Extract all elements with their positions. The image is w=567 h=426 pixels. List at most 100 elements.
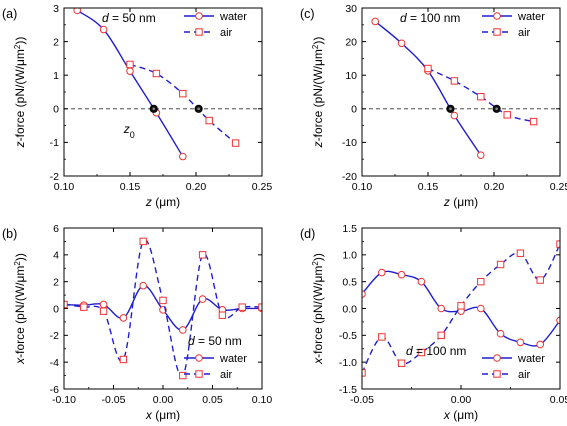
data-point-air <box>536 276 544 284</box>
data-point-water <box>139 281 147 290</box>
x-tick-label: 0.10 <box>54 181 75 193</box>
series-line-air <box>129 63 237 144</box>
data-point-air <box>99 307 108 315</box>
equilibrium-point-core <box>449 107 452 111</box>
y-tick-label: 2 <box>53 36 59 48</box>
legend-marker-water <box>195 12 203 20</box>
y-tick-label: -20 <box>342 171 357 183</box>
y-tick-label: 0 <box>53 104 59 116</box>
x-tick-label: 0.10 <box>352 181 373 193</box>
data-point-air <box>152 69 161 78</box>
plot-frame <box>361 7 561 177</box>
data-point-water <box>378 268 386 277</box>
data-point-air <box>397 359 406 367</box>
data-point-air <box>126 60 134 69</box>
x-tick-label: 0.20 <box>484 181 505 193</box>
data-point-air <box>80 303 88 311</box>
series-water <box>73 8 187 161</box>
legend: water air <box>184 353 247 381</box>
x-axis-label: z (μm) <box>443 195 478 209</box>
y-tick-label: 0 <box>351 104 357 116</box>
legend-label-water: water <box>219 11 247 23</box>
annotation-separation: d = 50 nm <box>102 11 156 25</box>
y-tick-label: 30 <box>345 3 357 15</box>
data-point-water <box>179 326 187 334</box>
legend: water air <box>482 353 545 381</box>
data-point-air <box>450 77 459 85</box>
data-point-air <box>496 260 505 269</box>
data-point-air <box>64 300 68 309</box>
series-air <box>126 60 240 147</box>
x-tick-label: 0.15 <box>418 181 439 193</box>
z0-label: z0 <box>123 122 135 140</box>
y-tick-label: -4 <box>50 357 59 369</box>
series-water <box>64 281 262 334</box>
data-point-air <box>457 302 465 310</box>
data-point-water <box>496 329 505 338</box>
data-point-air <box>231 139 240 147</box>
y-tick-label: 6 <box>53 223 59 235</box>
legend-marker-air <box>493 370 501 378</box>
y-axis-label: z-force (pN/(W/μm2)) <box>13 37 28 149</box>
data-point-water <box>556 316 560 325</box>
y-tick-label: 0.0 <box>342 303 357 315</box>
data-point-water <box>397 270 406 279</box>
y-tick-label: 1.0 <box>342 250 357 262</box>
y-tick-label: 0.5 <box>342 276 357 288</box>
x-tick-label: -0.05 <box>350 394 374 406</box>
panel-label: (c) <box>300 7 315 21</box>
data-point-water <box>477 151 485 159</box>
annotation-separation: d = 50 nm <box>188 334 242 348</box>
legend-marker-air <box>493 28 501 36</box>
data-point-air <box>516 249 525 257</box>
x-axis-label: z (μm) <box>145 195 180 209</box>
data-point-air <box>179 371 187 380</box>
y-tick-label: -2 <box>50 171 59 183</box>
y-tick-label: 20 <box>345 36 357 48</box>
y-tick-label: 1 <box>53 70 59 82</box>
equilibrium-point-core <box>152 107 156 111</box>
legend-marker-water <box>493 12 501 20</box>
legend-marker-water <box>493 354 501 362</box>
legend-label-air: air <box>220 369 233 381</box>
x-tick-label: 0.25 <box>252 181 273 193</box>
legend-label-water: water <box>517 353 545 365</box>
legend: water air <box>482 11 545 39</box>
legend-marker-air <box>195 370 203 378</box>
data-point-water <box>516 338 525 347</box>
x-tick-label: 0.20 <box>186 181 207 193</box>
y-axis-label: z-force (pN/(W/μm2)) <box>311 37 326 149</box>
series-air <box>424 64 538 126</box>
data-point-water <box>198 295 207 303</box>
data-point-air <box>477 93 485 101</box>
legend-label-air: air <box>518 27 531 39</box>
annotation-separation: d = 100 nm <box>400 11 460 25</box>
data-point-air <box>238 303 246 311</box>
legend-label-water: water <box>219 353 247 365</box>
y-tick-label: -10 <box>342 137 357 149</box>
data-point-air <box>529 117 538 126</box>
data-point-air <box>503 111 511 119</box>
equilibrium-point-core <box>495 107 498 111</box>
plot-frame <box>361 227 561 390</box>
y-tick-label: -1.0 <box>339 357 357 369</box>
data-point-water <box>417 277 426 286</box>
legend-label-water: water <box>517 11 545 23</box>
data-point-air <box>437 331 445 340</box>
series-air <box>362 240 560 377</box>
data-point-water <box>99 300 108 309</box>
data-point-air <box>477 277 485 286</box>
x-axis-label: x (μm) <box>443 408 478 422</box>
y-tick-label: 4 <box>53 250 59 262</box>
y-tick-label: 1.5 <box>342 223 357 235</box>
x-tick-label: -0.10 <box>52 394 76 406</box>
y-tick-label: -1.5 <box>339 384 357 396</box>
y-axis-label: x-force (pN/(W/μm2)) <box>13 253 28 365</box>
data-point-air <box>205 116 213 125</box>
y-tick-label: -2 <box>50 330 59 342</box>
data-point-water <box>126 67 134 75</box>
y-tick-label: 3 <box>53 3 59 15</box>
data-point-water <box>99 25 108 34</box>
data-point-water <box>179 152 187 161</box>
